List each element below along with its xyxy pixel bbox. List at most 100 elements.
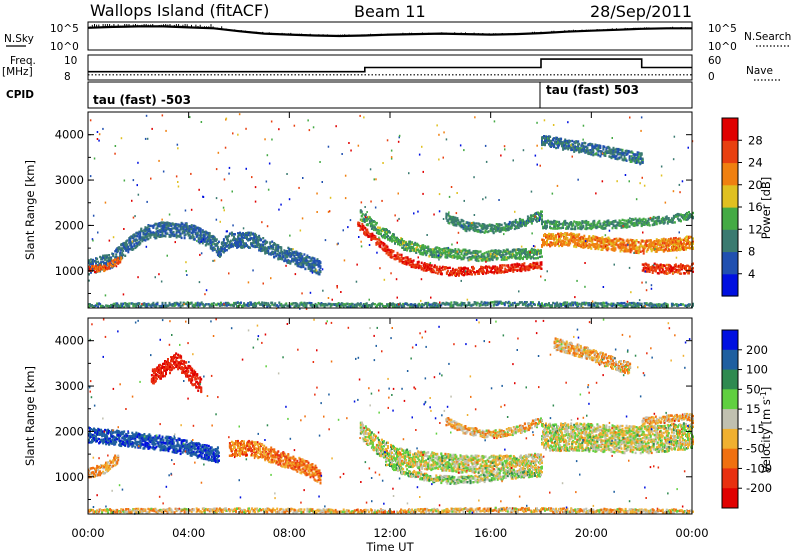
power-cell	[656, 223, 658, 225]
power-cell	[267, 250, 269, 252]
power-cell	[464, 256, 466, 258]
power-cell	[687, 265, 689, 267]
power-cell	[640, 242, 642, 244]
power-cell	[622, 222, 624, 224]
power-cell	[473, 267, 475, 269]
power-cell	[286, 250, 288, 252]
power-cell	[539, 216, 541, 218]
power-cell	[296, 252, 298, 254]
power-cell	[122, 303, 124, 305]
power-cell	[664, 242, 666, 244]
power-cell	[224, 250, 226, 252]
power-cell	[600, 245, 602, 247]
power-cell	[194, 238, 196, 240]
power-cell	[668, 217, 670, 219]
power-cell	[405, 242, 407, 244]
power-cell	[384, 235, 386, 237]
power-cell	[240, 241, 242, 243]
power-cell	[574, 228, 576, 230]
power-cell	[202, 242, 204, 244]
power-cell	[152, 226, 154, 228]
power-cell	[220, 253, 222, 255]
power-cell	[452, 250, 454, 252]
noise-left-tick-bottom: 10^0	[50, 41, 79, 53]
power-cell	[247, 234, 249, 236]
power-cell	[301, 255, 303, 257]
power-cell	[539, 256, 541, 258]
power-cell	[504, 258, 506, 260]
power-cell	[655, 243, 657, 245]
freq-left-tick-top: 10	[64, 55, 77, 67]
power-cell	[528, 256, 530, 258]
power-cell	[288, 248, 290, 250]
power-cell	[582, 237, 584, 239]
power-cell	[423, 269, 425, 271]
power-cell	[401, 254, 403, 256]
power-cell	[601, 236, 603, 238]
power-cell	[444, 250, 446, 252]
power-cell	[613, 240, 615, 242]
power-cell	[649, 271, 651, 273]
power-cell	[415, 252, 417, 254]
power-cell	[621, 226, 623, 228]
power-cell	[587, 221, 589, 223]
power-cell	[488, 230, 490, 232]
power-cell	[366, 229, 368, 231]
power-cell	[445, 254, 447, 256]
power-cell	[540, 250, 542, 252]
power-cell	[262, 244, 264, 246]
power-cell	[543, 135, 545, 137]
power-cell	[660, 264, 662, 266]
power-cell	[374, 221, 376, 223]
power-cell	[599, 237, 601, 239]
power-cell	[442, 269, 444, 271]
power-cell	[501, 264, 503, 266]
power-cell	[181, 237, 183, 239]
power-cell	[426, 252, 428, 254]
power-cell	[615, 247, 617, 249]
power-cell	[578, 233, 580, 235]
power-cell	[643, 250, 645, 252]
power-cell	[380, 241, 382, 243]
power-cell	[389, 231, 391, 233]
power-cell	[383, 229, 385, 231]
power-cell	[656, 246, 658, 248]
power-cell	[484, 252, 486, 254]
power-cell	[581, 142, 583, 144]
power-cell	[391, 240, 393, 242]
power-cell	[158, 224, 160, 226]
power-cell	[641, 153, 643, 155]
power-cell	[518, 227, 520, 229]
power-cell	[544, 143, 546, 145]
power-cell	[449, 267, 451, 269]
power-cell	[648, 239, 650, 241]
power-cell	[229, 233, 231, 235]
power-cell	[520, 257, 522, 259]
power-cell	[139, 242, 141, 244]
power-cell	[622, 219, 624, 221]
power-cell	[274, 252, 276, 254]
power-cell	[562, 227, 564, 229]
power-cell	[387, 251, 389, 253]
power-cell	[283, 260, 285, 262]
power-cell	[165, 235, 167, 237]
power-cell	[583, 235, 585, 237]
power-cell	[506, 252, 508, 254]
power-cell	[431, 264, 433, 266]
power-cell	[613, 147, 615, 149]
power-cell	[500, 250, 502, 252]
power-cell	[243, 237, 245, 239]
power-cell	[596, 226, 598, 228]
power-cell	[96, 258, 98, 260]
power-cell	[441, 272, 443, 274]
power-cell	[314, 258, 316, 260]
power-cell	[572, 143, 574, 145]
power-cell	[127, 246, 129, 248]
power-cell	[445, 215, 447, 217]
power-cell	[664, 265, 666, 267]
power-cell	[635, 154, 637, 156]
power-cell	[509, 221, 511, 223]
power-cell	[108, 266, 110, 268]
power-cell	[429, 268, 431, 270]
power-cell	[624, 219, 626, 221]
